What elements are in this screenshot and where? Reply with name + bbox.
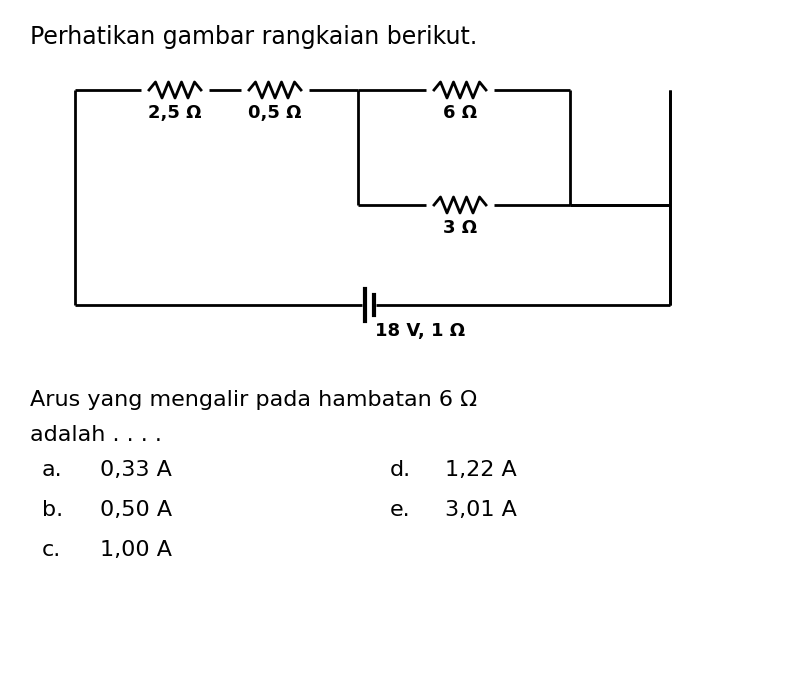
Text: 18 V, 1 Ω: 18 V, 1 Ω [375, 322, 465, 340]
Text: 1,00 A: 1,00 A [100, 540, 172, 560]
Text: 1,22 A: 1,22 A [445, 460, 516, 480]
Text: 3,01 A: 3,01 A [445, 500, 517, 520]
Text: 3 Ω: 3 Ω [443, 219, 477, 237]
Text: 6 Ω: 6 Ω [443, 104, 477, 122]
Text: a.: a. [42, 460, 63, 480]
Text: adalah . . . .: adalah . . . . [30, 425, 162, 446]
Text: b.: b. [42, 500, 63, 520]
Text: e.: e. [390, 500, 410, 520]
Text: 0,5 Ω: 0,5 Ω [248, 104, 302, 122]
Text: Perhatikan gambar rangkaian berikut.: Perhatikan gambar rangkaian berikut. [30, 25, 477, 49]
Text: 2,5 Ω: 2,5 Ω [148, 104, 202, 122]
Text: Arus yang mengalir pada hambatan 6 Ω: Arus yang mengalir pada hambatan 6 Ω [30, 390, 477, 410]
Text: d.: d. [390, 460, 411, 480]
Text: 0,33 A: 0,33 A [100, 460, 172, 480]
Text: 0,50 A: 0,50 A [100, 500, 172, 520]
Text: c.: c. [42, 540, 61, 560]
